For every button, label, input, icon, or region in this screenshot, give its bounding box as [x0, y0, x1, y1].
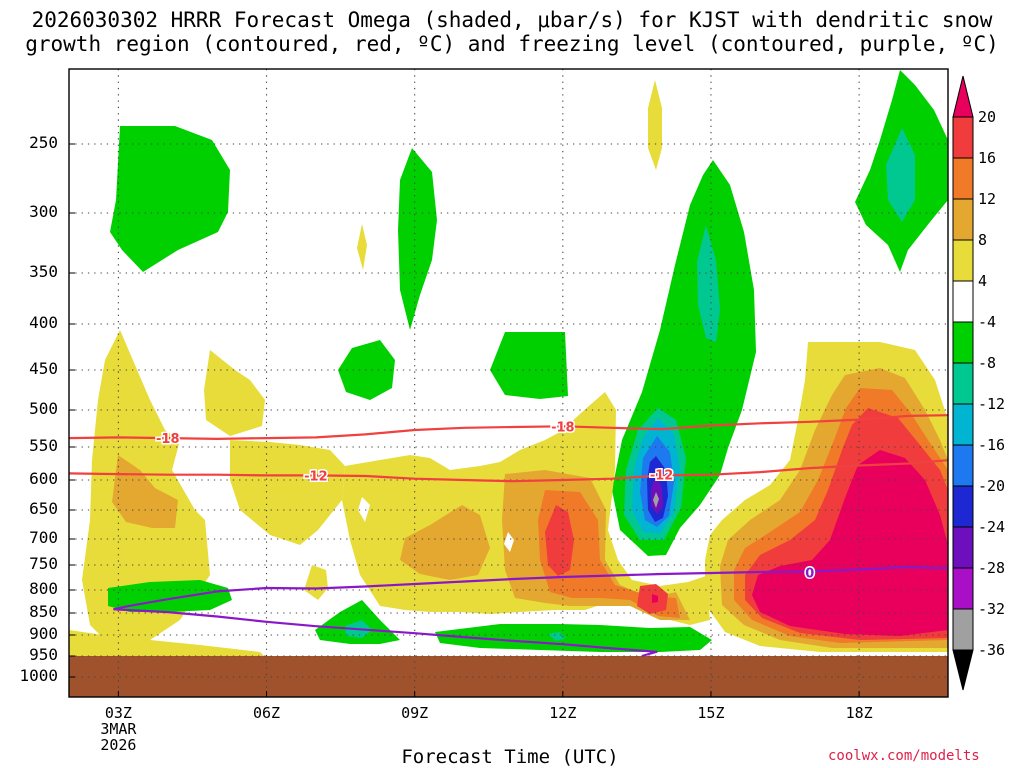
x-axis-title: Forecast Time (UTC) [401, 746, 619, 768]
omega-region-rising-upper-14z [648, 80, 662, 170]
grid [69, 69, 948, 697]
contours: -18 -18 -12 -12 0 [69, 414, 948, 658]
colorbar-segment-6 [952, 321, 974, 364]
colorbar-segment-2 [952, 157, 974, 200]
colorbar-segment-9 [952, 444, 974, 487]
omega-region-rising-07z-low [304, 565, 328, 600]
colorbar-segment-13 [952, 608, 974, 651]
x-tick-label-03Z: 03Z [104, 704, 132, 722]
omega-region-sinking-09z [398, 148, 437, 330]
y-tick-label-750: 750 [29, 554, 58, 573]
y-tick-label-700: 700 [29, 528, 58, 547]
omega-region-sinking-lower-strip [435, 624, 712, 652]
contour-2 [113, 565, 948, 611]
y-tick-label-1000: 1000 [19, 666, 58, 685]
omega-region-rising-mid-left [230, 440, 345, 545]
omega-shading [69, 70, 948, 697]
y-tick-label-600: 600 [29, 469, 58, 488]
contour-0 [69, 414, 948, 440]
omega-hole-near-zero-b [504, 532, 514, 552]
omega-region-sinking-08z [338, 340, 395, 400]
y-tick-label-350: 350 [29, 262, 58, 281]
omega-region-rising-left-b [204, 350, 265, 436]
colorbar-segment-7 [952, 362, 974, 405]
contour-label-1-1: -12 [650, 469, 674, 484]
omega-region-sinking-lower-strip-core [548, 632, 566, 641]
colorbar-segment-0 [952, 75, 974, 118]
contour-label-1-0: -12 [304, 469, 328, 484]
contour-label-0-1: -18 [551, 420, 575, 435]
colorbar-label-7: -12 [978, 395, 1006, 413]
y-tick-label-450: 450 [29, 359, 58, 378]
y-tick-label-950: 950 [29, 645, 58, 664]
x-tick-label-18Z: 18Z [845, 704, 873, 722]
omega-region-rising-mid-red-dot [652, 594, 658, 603]
y-tick-label-550: 550 [29, 436, 58, 455]
omega-region-sinking-upper-left [110, 126, 230, 272]
omega-region-sinking-11z [490, 332, 568, 399]
colorbar-label-11: -28 [978, 559, 1006, 577]
omega-region-sinking-upper-right-core [886, 128, 915, 222]
colorbar-label-6: -8 [978, 354, 997, 372]
y-tick-label-250: 250 [29, 133, 58, 152]
omega-region-rising-small-upper [357, 224, 367, 270]
colorbar-segment-11 [952, 526, 974, 569]
omega-region-rising-mid-core [400, 505, 490, 580]
colorbar-label-12: -32 [978, 600, 1006, 618]
colorbar-label-3: 8 [978, 231, 988, 249]
chart-title-line-1: 2026030302 HRRR Forecast Omega (shaded, … [31, 8, 993, 32]
y-tick-label-650: 650 [29, 499, 58, 518]
colorbar-label-10: -24 [978, 518, 1006, 536]
x-tick-label-12Z: 12Z [549, 704, 577, 722]
x-tick-label-03Z-line2: 3MAR [100, 720, 137, 738]
colorbar-label-1: 16 [978, 149, 997, 167]
below-ground-terrain [69, 656, 948, 697]
plot-frame [68, 68, 949, 698]
colorbar-segment-10 [952, 485, 974, 528]
y-tick-label-400: 400 [29, 313, 58, 332]
omega-region-rising-mid-red [545, 505, 574, 576]
colorbar-segment-5 [952, 280, 974, 323]
colorbar-segment-14 [952, 649, 974, 691]
omega-region-rising-mid-orange [538, 490, 680, 618]
omega-region-rising-near-ground [69, 630, 264, 656]
contour-label-2-0: 0 [805, 567, 814, 582]
y-tick-label-850: 850 [29, 602, 58, 621]
colorbar [952, 75, 974, 691]
colorbar-label-13: -36 [978, 641, 1006, 659]
contour-1 [69, 459, 948, 483]
colorbar-label-2: 12 [978, 190, 997, 208]
x-tick-label-06Z: 06Z [252, 704, 281, 722]
contour-label-0-0: -18 [156, 432, 180, 447]
omega-region-sinking-plume-gray [653, 492, 659, 508]
colorbar-label-8: -16 [978, 436, 1006, 454]
y-tick-label-900: 900 [29, 624, 58, 643]
y-tick-label-800: 800 [29, 579, 58, 598]
colorbar-label-0: 20 [978, 108, 997, 126]
contour-3 [113, 608, 658, 658]
x-tick-label-03Z-line3: 2026 [100, 736, 137, 754]
colorbar-segment-8 [952, 403, 974, 446]
colorbar-segment-3 [952, 198, 974, 241]
colorbar-segment-1 [952, 116, 974, 159]
y-tick-label-500: 500 [29, 399, 58, 418]
x-tick-label-09Z: 09Z [401, 704, 429, 722]
colorbar-segment-4 [952, 239, 974, 282]
omega-region-sinking-plume-core-upper [697, 225, 720, 342]
chart-title-line-2: growth region (contoured, red, ºC) and f… [25, 32, 999, 56]
x-tick-label-15Z: 15Z [697, 704, 725, 722]
colorbar-segment-12 [952, 567, 974, 610]
omega-hole-near-zero-a [358, 497, 370, 522]
site-credit[interactable]: coolwx.com/modelts [828, 748, 980, 764]
y-tick-label-300: 300 [29, 202, 58, 221]
colorbar-label-9: -20 [978, 477, 1006, 495]
colorbar-label-5: -4 [978, 313, 997, 331]
colorbar-label-4: 4 [978, 272, 988, 290]
